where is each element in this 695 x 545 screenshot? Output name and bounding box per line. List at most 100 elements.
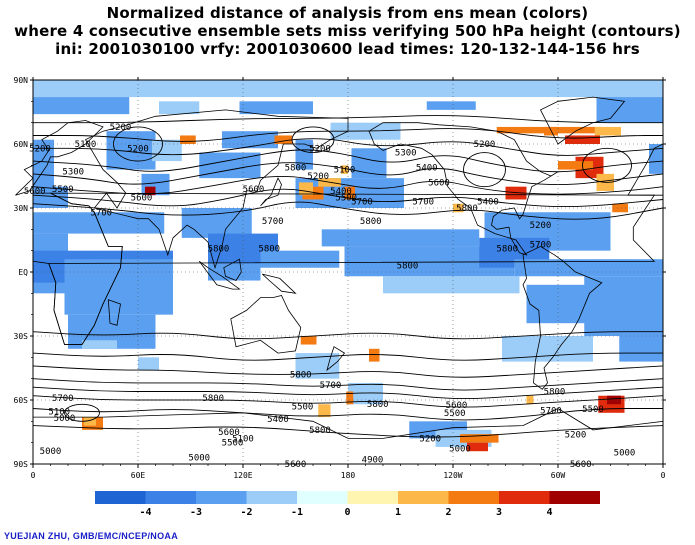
field-patch	[383, 276, 520, 294]
contour-label: 5800	[208, 245, 230, 255]
colorbar-swatch	[347, 491, 398, 504]
coast-nz	[326, 346, 346, 372]
contour-label: 5600	[428, 178, 450, 188]
field-patch	[619, 336, 663, 362]
field-patch	[460, 434, 499, 443]
field-patch	[369, 348, 380, 362]
field-patch	[426, 101, 476, 110]
contour-label: 5800	[496, 245, 518, 255]
field-patch	[558, 161, 593, 170]
coast-south-america	[522, 245, 603, 390]
field-patch	[467, 442, 488, 452]
colorbar-swatch	[499, 491, 550, 504]
colorbar-label: -3	[190, 507, 202, 518]
lat-label: 30N	[14, 204, 29, 213]
field-patch	[346, 391, 354, 405]
contour-label: 5600	[24, 187, 46, 197]
field-patch	[145, 186, 156, 196]
field-patch	[295, 139, 313, 170]
field-patch	[344, 186, 355, 200]
contour-label: 5500	[335, 193, 357, 203]
lon-label: 120E	[233, 471, 252, 480]
field-patch	[321, 229, 480, 247]
field-patch	[33, 139, 54, 196]
coast-greenland	[539, 96, 626, 145]
contour-label: 5000	[40, 447, 62, 457]
contour-label: 5600	[446, 401, 468, 411]
contour-label: 5300	[62, 168, 84, 178]
field-patch	[351, 148, 387, 179]
contour-label: 5800	[285, 163, 307, 173]
colorbar-label: -4	[139, 507, 151, 518]
contour-label: 5700	[351, 198, 373, 208]
closed-contour	[64, 403, 100, 422]
field-patch	[584, 276, 663, 336]
coast-new-guinea	[262, 273, 297, 294]
contour-sh-2	[32, 365, 664, 378]
lat-label: 60S	[14, 396, 29, 405]
contour-label: 5700	[52, 394, 74, 404]
contour-nh-7	[33, 115, 663, 124]
contour-label: 5100	[232, 434, 254, 444]
contour-label: 5600	[243, 185, 265, 195]
contour-labels: 5200 5100 5200 5300 5500 5600 5700 5200 5600 5800…	[24, 123, 635, 470]
coast-africa-east	[32, 192, 123, 345]
contour-label: 5800	[258, 245, 280, 255]
contour-label: 5000	[54, 414, 76, 424]
field-patch	[180, 135, 196, 144]
field-patch	[348, 382, 383, 405]
closed-contour	[291, 126, 335, 153]
contour-label: 5200	[419, 434, 441, 444]
contour-nh-2	[32, 175, 664, 195]
contour-nh-1	[32, 188, 664, 208]
contour-label: 5100	[48, 408, 70, 418]
lat-label: EQ	[18, 268, 28, 277]
colorbar-swatch	[297, 491, 348, 504]
title-line-2: where 4 consecutive ensemble sets miss v…	[14, 22, 681, 40]
contour-label: 5200	[530, 221, 552, 231]
contour-sh-1	[32, 352, 663, 361]
contour-label: 5200	[110, 123, 132, 133]
coast-borneo	[223, 258, 242, 281]
contour-label: 5800	[456, 204, 478, 214]
contour-sh-7	[32, 425, 664, 438]
contour-label: 5700	[412, 198, 434, 208]
colorbar-swatch	[398, 491, 449, 504]
contour-label: 5800	[290, 370, 312, 380]
field-patch	[64, 259, 173, 315]
lat-label: 30S	[14, 332, 29, 341]
lat-label: 60N	[14, 140, 29, 149]
colorbar-label: 3	[496, 507, 502, 518]
lon-label: 120W	[443, 471, 462, 480]
contour-sh-4	[32, 386, 664, 400]
contour-label: 5200	[307, 172, 329, 182]
lon-label: 60W	[551, 471, 566, 480]
colorbar-swatch	[196, 491, 247, 504]
field-patch	[594, 126, 621, 136]
colorbar-label: 1	[395, 507, 401, 518]
title-line-1: Normalized distance of analysis from ens…	[106, 4, 589, 22]
contour-label: 5600	[570, 460, 592, 470]
contour-nh-5	[33, 138, 664, 156]
contour-label: 5500	[582, 405, 604, 415]
field-patch	[612, 203, 628, 213]
coast-japan	[260, 177, 282, 207]
field-patch	[181, 208, 252, 238]
contour-label: 5400	[330, 187, 352, 197]
field-patch	[239, 101, 313, 115]
contour-label: 5800	[544, 387, 566, 397]
field-patch	[82, 340, 117, 349]
field-patch	[208, 263, 261, 281]
contour-label: 5700	[540, 407, 562, 417]
contour-label: 5500	[222, 439, 244, 449]
contour-label: 5000	[449, 445, 471, 455]
contour-sh-0	[32, 331, 663, 340]
contour-label: 5400	[477, 198, 499, 208]
contour-label: 5200	[29, 144, 51, 154]
contour-nh-0	[32, 201, 664, 220]
field-patch	[453, 203, 464, 213]
contour-label: 5200	[127, 144, 149, 154]
contour-label: 5800	[202, 394, 224, 404]
